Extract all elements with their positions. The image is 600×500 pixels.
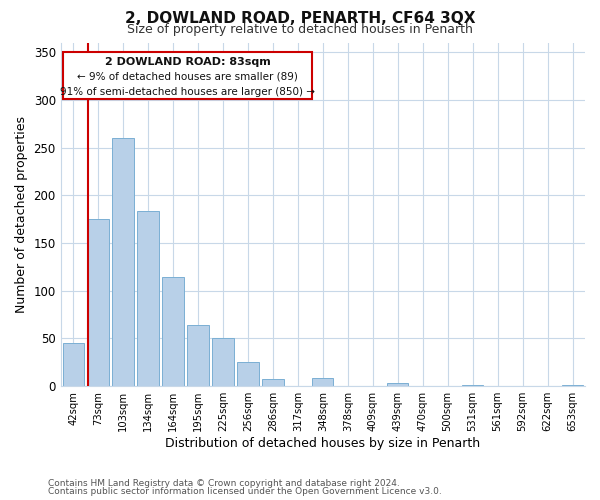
Bar	[88, 219, 109, 386]
FancyBboxPatch shape	[63, 52, 313, 99]
X-axis label: Distribution of detached houses by size in Penarth: Distribution of detached houses by size …	[165, 437, 481, 450]
Bar	[62, 343, 84, 386]
Text: 91% of semi-detached houses are larger (850) →: 91% of semi-detached houses are larger (…	[61, 86, 316, 97]
Bar	[137, 210, 158, 386]
Text: ← 9% of detached houses are smaller (89): ← 9% of detached houses are smaller (89)	[77, 72, 298, 82]
Bar	[187, 325, 209, 386]
Bar	[112, 138, 134, 386]
Text: 2, DOWLAND ROAD, PENARTH, CF64 3QX: 2, DOWLAND ROAD, PENARTH, CF64 3QX	[125, 11, 475, 26]
Bar	[212, 338, 233, 386]
Bar	[312, 378, 334, 386]
Text: Contains HM Land Registry data © Crown copyright and database right 2024.: Contains HM Land Registry data © Crown c…	[48, 478, 400, 488]
Bar	[163, 278, 184, 386]
Text: Contains public sector information licensed under the Open Government Licence v3: Contains public sector information licen…	[48, 487, 442, 496]
Text: Size of property relative to detached houses in Penarth: Size of property relative to detached ho…	[127, 22, 473, 36]
Bar	[238, 362, 259, 386]
Bar	[262, 378, 284, 386]
Bar	[387, 384, 409, 386]
Text: 2 DOWLAND ROAD: 83sqm: 2 DOWLAND ROAD: 83sqm	[105, 57, 271, 67]
Y-axis label: Number of detached properties: Number of detached properties	[15, 116, 28, 313]
